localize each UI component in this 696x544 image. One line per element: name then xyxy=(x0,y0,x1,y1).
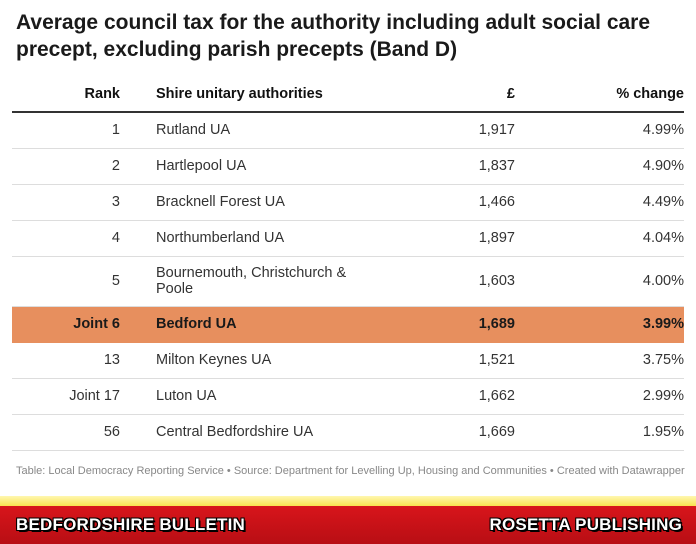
rank-cell: 2 xyxy=(12,148,122,185)
table-row: 56 Central Bedfordshire UA 1,669 1.95% xyxy=(12,414,684,451)
column-header-rank: Rank xyxy=(12,76,122,113)
brand-left: BEDFORDSHIRE BULLETIN xyxy=(16,515,245,534)
gbp-cell: 1,466 xyxy=(378,184,515,221)
authority-cell: Rutland UA xyxy=(122,112,378,149)
pct-change-cell: 4.90% xyxy=(515,148,684,185)
table-row: 1 Rutland UA 1,917 4.99% xyxy=(12,112,684,149)
pct-change-cell: 3.75% xyxy=(515,342,684,379)
table-body: 1 Rutland UA 1,917 4.99% 2 Hartlepool UA 1,837… xyxy=(12,112,684,451)
branding-bar: BEDFORDSHIRE BULLETIN ROSETTA PUBLISHING xyxy=(0,506,696,544)
pct-change-cell: 3.99% xyxy=(515,306,684,343)
pct-change-cell: 4.49% xyxy=(515,184,684,221)
authority-cell: Bournemouth, Christchurch & Poole xyxy=(122,256,378,307)
authority-cell: Luton UA xyxy=(122,378,378,415)
rank-cell: 4 xyxy=(12,220,122,257)
rank-cell: Joint 6 xyxy=(12,306,122,343)
table-row: Joint 6 Bedford UA 1,689 3.99% xyxy=(12,306,684,343)
pct-change-cell: 2.99% xyxy=(515,378,684,415)
authority-cell: Hartlepool UA xyxy=(122,148,378,185)
table-row: 2 Hartlepool UA 1,837 4.90% xyxy=(12,148,684,185)
rank-cell: 1 xyxy=(12,112,122,149)
gbp-cell: 1,917 xyxy=(378,112,515,149)
pct-change-cell: 1.95% xyxy=(515,414,684,451)
pct-change-cell: 4.99% xyxy=(515,112,684,149)
authority-cell: Bedford UA xyxy=(122,306,378,343)
table-row: 13 Milton Keynes UA 1,521 3.75% xyxy=(12,342,684,379)
gbp-cell: 1,603 xyxy=(378,256,515,307)
gbp-cell: 1,689 xyxy=(378,306,515,343)
column-header-gbp: £ xyxy=(378,76,515,113)
rank-cell: 3 xyxy=(12,184,122,221)
rank-cell: Joint 17 xyxy=(12,378,122,415)
gbp-cell: 1,669 xyxy=(378,414,515,451)
table-header: Rank Shire unitary authorities £ % chang… xyxy=(12,76,684,113)
rank-cell: 56 xyxy=(12,414,122,451)
table-row: 3 Bracknell Forest UA 1,466 4.49% xyxy=(12,184,684,221)
column-header-pct-change: % change xyxy=(515,76,684,113)
rank-cell: 5 xyxy=(12,256,122,307)
gbp-cell: 1,521 xyxy=(378,342,515,379)
pct-change-cell: 4.00% xyxy=(515,256,684,307)
header-row: Rank Shire unitary authorities £ % chang… xyxy=(12,76,684,113)
brand-right: ROSETTA PUBLISHING xyxy=(489,515,682,534)
gbp-cell: 1,897 xyxy=(378,220,515,257)
authority-cell: Central Bedfordshire UA xyxy=(122,414,378,451)
council-tax-table: Rank Shire unitary authorities £ % chang… xyxy=(12,76,684,451)
rank-cell: 13 xyxy=(12,342,122,379)
authority-cell: Northumberland UA xyxy=(122,220,378,257)
gbp-cell: 1,837 xyxy=(378,148,515,185)
table-row: 4 Northumberland UA 1,897 4.04% xyxy=(12,220,684,257)
authority-cell: Bracknell Forest UA xyxy=(122,184,378,221)
column-header-authority: Shire unitary authorities xyxy=(122,76,378,113)
source-note: Table: Local Democracy Reporting Service… xyxy=(16,465,685,477)
table-row: 5 Bournemouth, Christchurch & Poole 1,603 4… xyxy=(12,256,684,307)
table-row: Joint 17 Luton UA 1,662 2.99% xyxy=(12,378,684,415)
authority-cell: Milton Keynes UA xyxy=(122,342,378,379)
gbp-cell: 1,662 xyxy=(378,378,515,415)
pct-change-cell: 4.04% xyxy=(515,220,684,257)
chart-title: Average council tax for the authority in… xyxy=(16,11,651,61)
